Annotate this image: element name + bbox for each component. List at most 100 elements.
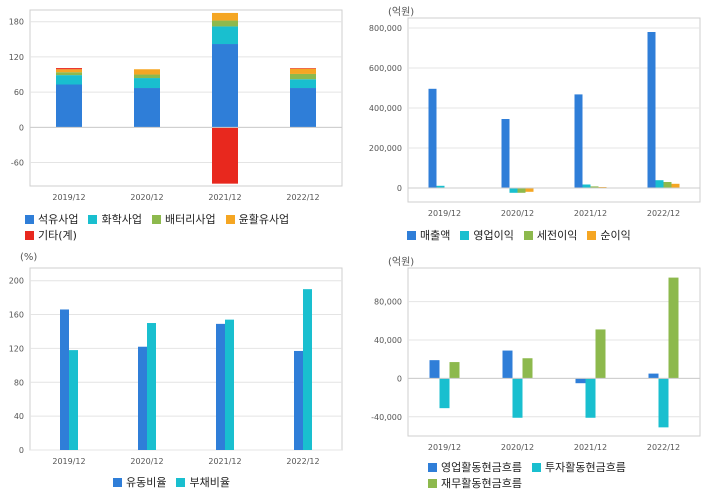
legend-swatch [88, 215, 98, 224]
y-tick-label: 160 [9, 311, 24, 320]
legend-label: 투자활동현금흐름 [544, 461, 626, 474]
legend-row: 영업활동현금흐름 투자활동현금흐름 [428, 460, 636, 476]
bar [290, 73, 316, 80]
bar [56, 68, 82, 70]
x-tick-label: 2021/12 [208, 193, 241, 202]
bar [585, 378, 596, 418]
y-tick-label: 40 [14, 412, 24, 421]
legend-label: 부채비율 [189, 476, 230, 489]
bar [294, 350, 303, 450]
legend-swatch [151, 215, 161, 224]
x-tick-label: 2022/12 [647, 209, 680, 218]
x-tick-label: 2020/12 [501, 443, 534, 452]
legend-swatch [407, 231, 416, 240]
bar [138, 346, 147, 450]
x-tick-label: 2019/12 [428, 209, 461, 218]
legend-swatch [428, 479, 437, 488]
bar [428, 88, 437, 188]
bar [502, 350, 513, 379]
bar [439, 378, 450, 409]
bar [517, 188, 526, 193]
chart-3-legend: 유동비율 부채비율 [113, 475, 240, 491]
bar [56, 75, 82, 85]
bar [582, 184, 591, 188]
bar [429, 360, 440, 379]
bar [290, 79, 316, 89]
x-tick-label: 2020/12 [501, 209, 534, 218]
bar [574, 94, 583, 188]
bar [225, 319, 234, 450]
bar [509, 188, 518, 193]
bar [303, 289, 312, 450]
y-tick-label: 120 [9, 344, 24, 353]
bar [658, 378, 669, 428]
chart-panel-1: -60 0 60 120 180 2019/12 2020/12 2021/12 2022/12… [0, 0, 360, 250]
x-tick-label: 2019/12 [52, 457, 85, 466]
bar [522, 358, 533, 379]
x-tick-label: 2021/12 [574, 209, 607, 218]
legend-label: 화학사업 [101, 213, 142, 226]
x-tick-label: 2022/12 [286, 457, 319, 466]
chart-2-plot: 0 200,000 400,000 600,000 800,000 2019/12 2020… [369, 17, 701, 218]
legend-label: 재무활동현금흐름 [441, 477, 522, 490]
legend-label: 영업활동현금흐름 [441, 461, 522, 474]
legend-label: 매출액 [420, 229, 451, 242]
bar [56, 84, 82, 128]
legend-row: 매출액 영업이익 세전이익 순이익 [407, 228, 641, 244]
chart-4-plot: -40,000 0 40,000 80,000 2019/12 2020/12 2021/1… [371, 267, 701, 452]
y-tick-label: 0 [397, 184, 402, 193]
legend-item: 석유사업 [25, 212, 78, 228]
x-tick-label: 2022/12 [286, 193, 319, 202]
x-tick-label: 2022/12 [647, 443, 680, 452]
legend-label: 기타(계) [38, 229, 77, 242]
chart-3-unit: (%) [20, 252, 38, 263]
y-tick-label: 400,000 [369, 104, 402, 113]
legend-item: 기타(계) [25, 228, 77, 244]
plot-frame [407, 17, 701, 203]
legend-item: 순이익 [587, 228, 631, 244]
x-tick-label: 2019/12 [428, 443, 461, 452]
bar [212, 12, 238, 21]
legend-label: 유동비율 [126, 476, 167, 489]
bar [216, 323, 225, 450]
bar [212, 26, 238, 45]
chart-panel-2: (억원) 0 200,000 400,000 600,000 800,000 2019/1… [360, 0, 720, 250]
legend-label: 배터리사업 [164, 213, 216, 226]
bar [512, 378, 523, 418]
chart-1-plot: -60 0 60 120 180 2019/12 2020/12 2021/12 2022/12 [9, 9, 343, 202]
chart-panel-3: (%) 0 40 80 120 160 200 2019/12 2020/12 2021/12 2… [0, 250, 360, 496]
chart-panel-4: (억원) -40,000 0 40,000 80,000 2019/12 2020/12 2… [360, 250, 720, 496]
bar [671, 183, 680, 188]
y-tick-label: 60 [14, 88, 24, 97]
bar [69, 350, 78, 450]
bar [56, 72, 82, 76]
legend-item: 윤활유사업 [225, 212, 289, 228]
bar [663, 182, 672, 188]
chart-2-legend: 매출액 영업이익 세전이익 순이익 [407, 228, 641, 244]
bar [60, 309, 69, 450]
legend-item: 세전이익 [523, 228, 577, 244]
legend-item: 투자활동현금흐름 [531, 460, 626, 476]
bar [436, 185, 445, 188]
bar [290, 68, 316, 69]
y-tick-label: 200 [9, 277, 24, 286]
y-tick-label: -40,000 [371, 413, 402, 422]
legend-item: 화학사업 [88, 212, 142, 228]
legend-item: 매출액 [407, 228, 450, 244]
legend-swatch [587, 231, 597, 240]
legend-item: 영업이익 [460, 228, 514, 244]
bar [590, 186, 599, 188]
legend-row: 기타(계) [25, 228, 299, 244]
legend-swatch [523, 231, 533, 240]
legend-swatch [428, 463, 437, 472]
chart-4-unit: (억원) [388, 257, 415, 268]
y-tick-label: 600,000 [369, 64, 402, 73]
bar [212, 44, 238, 128]
legend-row: 재무활동현금흐름 [428, 476, 636, 492]
bar [575, 378, 586, 384]
y-tick-label: 200,000 [369, 144, 402, 153]
legend-item: 유동비율 [113, 475, 166, 491]
y-tick-label: -60 [11, 159, 24, 168]
bar [134, 88, 160, 128]
y-tick-label: 0 [19, 123, 24, 132]
